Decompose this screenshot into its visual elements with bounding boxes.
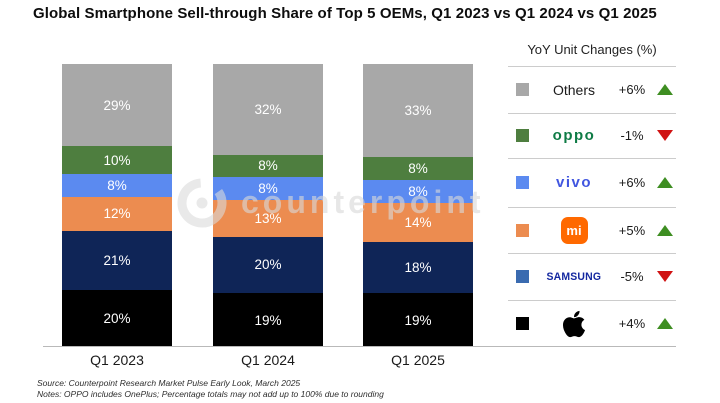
- yoy-change-xiaomi: +5%: [618, 222, 646, 238]
- apple-brand-cell: [538, 309, 610, 339]
- segment-xiaomi: 14%: [363, 202, 473, 243]
- yoy-change-others: +6%: [618, 82, 646, 97]
- segment-others: 29%: [62, 64, 172, 147]
- x-axis-label: Q1 2025: [391, 352, 445, 368]
- others-brand-cell: Others: [538, 82, 610, 98]
- oppo-brand-cell: oppo: [538, 127, 610, 144]
- legend-row-vivo: vivo +6%: [508, 160, 676, 206]
- segment-samsung: 18%: [363, 242, 473, 294]
- x-axis-label: Q1 2023: [90, 352, 144, 368]
- x-axis-line: [43, 346, 676, 347]
- stacked-bar-q1-2025: 33% 8% 8% 14% 18% 19%: [363, 64, 473, 347]
- yoy-change-vivo: +6%: [618, 175, 646, 190]
- segment-xiaomi: 12%: [62, 196, 172, 231]
- yoy-change-samsung: -5%: [620, 269, 644, 284]
- x-axis-label: Q1 2024: [241, 352, 295, 368]
- segment-apple: 19%: [213, 293, 323, 347]
- yoy-change-oppo: -1%: [620, 128, 644, 143]
- legend-swatch-oppo: [516, 129, 529, 142]
- legend-swatch-samsung: [516, 270, 529, 283]
- segment-oppo: 8%: [213, 154, 323, 178]
- xiaomi-logo: mi: [560, 216, 588, 244]
- others-label: Others: [552, 81, 595, 98]
- xiaomi-brand-cell: mi: [538, 216, 610, 244]
- legend-header: YoY Unit Changes (%): [527, 42, 657, 57]
- segment-samsung: 20%: [213, 236, 323, 294]
- segment-oppo: 8%: [363, 157, 473, 180]
- segment-apple: 20%: [62, 290, 172, 347]
- yoy-change-apple: +4%: [618, 316, 646, 331]
- legend-divider: [508, 113, 676, 114]
- segment-value-label: 13%: [254, 210, 282, 226]
- segment-value-label: 8%: [408, 183, 428, 199]
- down-triangle-icon: [657, 130, 673, 141]
- segment-value-label: 8%: [258, 180, 278, 196]
- segment-value-label: 8%: [408, 161, 428, 177]
- segment-value-label: 32%: [254, 101, 282, 117]
- oppo-logo: oppo: [552, 127, 596, 144]
- vivo-logo: vivo: [555, 174, 592, 191]
- segment-oppo: 10%: [62, 146, 172, 175]
- apple-logo-icon: [562, 310, 586, 337]
- samsung-brand-cell: SAMSUNG: [538, 271, 610, 283]
- segment-value-label: 18%: [404, 260, 432, 276]
- segment-value-label: 20%: [254, 257, 282, 273]
- up-triangle-icon: [657, 318, 673, 329]
- segment-others: 32%: [213, 64, 323, 155]
- legend-divider: [508, 253, 676, 254]
- segment-value-label: 14%: [404, 214, 432, 230]
- legend-swatch-apple: [516, 317, 529, 330]
- rounding-note: Notes: OPPO includes OnePlus; Percentage…: [37, 388, 384, 399]
- segment-samsung: 21%: [62, 230, 172, 291]
- segment-vivo: 8%: [213, 177, 323, 200]
- legend-swatch-vivo: [516, 176, 529, 189]
- segment-vivo: 8%: [363, 180, 473, 203]
- legend-row-oppo: oppo -1%: [508, 113, 676, 159]
- legend-divider: [508, 66, 676, 67]
- legend-swatch-xiaomi: [516, 223, 529, 237]
- source-note: Source: Counterpoint Research Market Pul…: [37, 378, 301, 388]
- legend-row-xiaomi: mi +5%: [508, 207, 676, 253]
- legend-divider: [508, 207, 676, 208]
- segment-value-label: 21%: [103, 253, 131, 269]
- legend-divider: [508, 158, 676, 159]
- up-triangle-icon: [657, 177, 673, 188]
- segment-value-label: 20%: [103, 311, 131, 327]
- stacked-bar-q1-2023: 29% 10% 8% 12% 21% 20%: [62, 64, 172, 347]
- segment-value-label: 33%: [404, 103, 432, 119]
- legend-row-apple: +4%: [508, 301, 676, 347]
- vivo-brand-cell: vivo: [538, 174, 610, 191]
- segment-value-label: 19%: [254, 312, 282, 328]
- legend-swatch-others: [516, 83, 529, 96]
- segment-value-label: 12%: [103, 206, 131, 222]
- down-triangle-icon: [657, 271, 673, 282]
- up-triangle-icon: [657, 84, 673, 95]
- segment-others: 33%: [363, 64, 473, 158]
- segment-value-label: 10%: [103, 152, 131, 168]
- samsung-logo: SAMSUNG: [546, 270, 602, 283]
- legend-divider: [508, 300, 676, 301]
- footnotes: Source: Counterpoint Research Market Pul…: [37, 378, 384, 399]
- legend-row-others: Others +6%: [508, 67, 676, 113]
- segment-value-label: 8%: [258, 158, 278, 174]
- segment-vivo: 8%: [62, 174, 172, 197]
- up-triangle-icon: [657, 224, 673, 236]
- segment-xiaomi: 13%: [213, 199, 323, 237]
- stacked-bar-q1-2024: 32% 8% 8% 13% 20% 19%: [213, 64, 323, 347]
- segment-value-label: 19%: [404, 312, 432, 328]
- segment-value-label: 29%: [103, 97, 131, 113]
- legend-row-samsung: SAMSUNG -5%: [508, 254, 676, 300]
- segment-value-label: 8%: [107, 178, 127, 194]
- segment-apple: 19%: [363, 293, 473, 347]
- page-title: Global Smartphone Sell-through Share of …: [33, 5, 657, 22]
